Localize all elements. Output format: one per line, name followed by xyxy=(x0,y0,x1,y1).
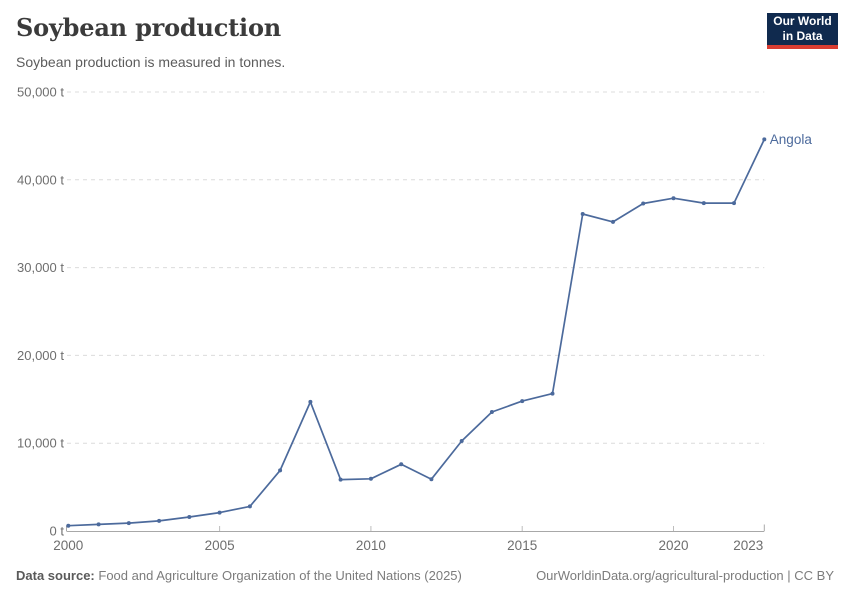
data-point[interactable] xyxy=(701,201,706,206)
data-point[interactable] xyxy=(520,399,525,404)
x-tick-label: 2020 xyxy=(658,538,688,553)
owid-logo-line2: in Data xyxy=(782,29,823,43)
x-tick-label: 2005 xyxy=(205,538,235,553)
data-source-text: Food and Agriculture Organization of the… xyxy=(98,568,462,583)
data-point[interactable] xyxy=(550,391,555,396)
data-point[interactable] xyxy=(459,439,464,443)
data-point[interactable] xyxy=(762,137,767,142)
data-point[interactable] xyxy=(96,522,101,527)
x-tick-label: 2015 xyxy=(507,538,537,553)
data-point[interactable] xyxy=(126,521,131,526)
y-tick-label: 30,000 t xyxy=(17,260,64,275)
chart-subtitle: Soybean production is measured in tonnes… xyxy=(16,54,286,70)
data-point[interactable] xyxy=(489,410,494,414)
data-point[interactable] xyxy=(399,462,404,467)
data-point[interactable] xyxy=(671,196,676,201)
x-tick-label: 2023 xyxy=(733,538,763,553)
owid-logo-line1: Our World xyxy=(773,14,832,29)
chart-footer: Data source: Food and Agriculture Organi… xyxy=(16,568,834,583)
data-point[interactable] xyxy=(641,201,646,206)
data-source: Data source: Food and Agriculture Organi… xyxy=(16,568,462,583)
y-tick-label: 20,000 t xyxy=(17,348,64,363)
footer-link[interactable]: OurWorldinData.org/agricultural-producti… xyxy=(536,568,834,583)
x-tick-label: 2010 xyxy=(356,538,386,553)
x-tick-label: 2000 xyxy=(53,538,83,553)
data-point[interactable] xyxy=(732,201,736,206)
data-point[interactable] xyxy=(278,468,283,473)
y-tick-label: 10,000 t xyxy=(17,436,64,451)
page-title: Soybean production xyxy=(16,13,282,42)
y-tick-label: 50,000 t xyxy=(17,85,64,100)
data-point[interactable] xyxy=(611,219,615,224)
data-point[interactable] xyxy=(429,477,434,482)
entity-label-angola[interactable]: Angola xyxy=(770,132,813,147)
data-point[interactable] xyxy=(338,477,343,482)
data-point[interactable] xyxy=(217,510,222,515)
y-tick-label: 0 t xyxy=(50,524,65,539)
data-point[interactable] xyxy=(247,504,252,509)
owid-logo[interactable]: Our World in Data xyxy=(767,13,838,49)
data-point[interactable] xyxy=(368,476,373,481)
series-line-angola[interactable] xyxy=(67,138,766,527)
data-source-label: Data source: xyxy=(16,568,95,583)
data-point[interactable] xyxy=(157,518,162,523)
data-point[interactable] xyxy=(187,515,192,519)
data-point[interactable] xyxy=(66,523,71,528)
data-point[interactable] xyxy=(308,399,313,404)
y-tick-label: 40,000 t xyxy=(17,172,64,187)
data-point[interactable] xyxy=(580,212,585,216)
